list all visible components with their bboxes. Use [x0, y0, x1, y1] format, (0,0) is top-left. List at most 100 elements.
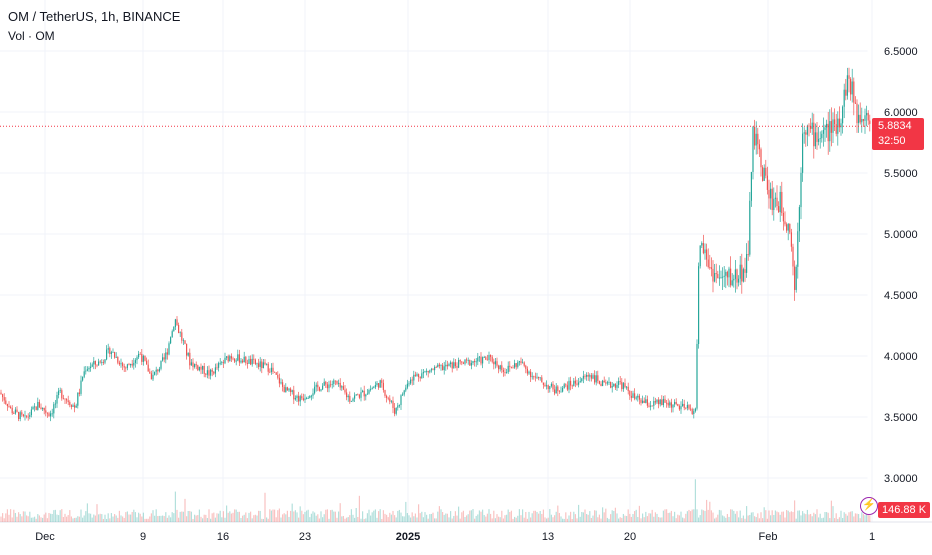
symbol-legend[interactable]: OM / TetherUS, 1h, BINANCE — [8, 9, 181, 24]
candle-body — [443, 366, 445, 371]
candle-body — [645, 399, 647, 403]
candle-body — [251, 358, 253, 365]
candle-body — [99, 361, 101, 363]
volume-bar — [296, 512, 298, 522]
time-axis-tick-label: 9 — [140, 531, 146, 543]
candle-body — [477, 357, 479, 362]
candle-body — [317, 384, 319, 388]
volume-bar — [867, 514, 869, 522]
volume-bar — [285, 514, 287, 522]
candle-body — [581, 378, 583, 382]
volume-bar — [70, 516, 72, 522]
volume-bar — [542, 509, 544, 522]
time-axis-tick-label: 23 — [299, 531, 311, 543]
volume-bar — [384, 513, 386, 522]
volume-bar — [518, 509, 520, 522]
candle-body — [200, 366, 202, 370]
candle-body — [643, 400, 645, 403]
volume-bar — [550, 514, 552, 522]
candle-body — [264, 362, 266, 365]
volume-bar — [147, 518, 149, 522]
candle-body — [176, 319, 178, 326]
volume-bar — [771, 510, 773, 522]
candle-body — [854, 102, 856, 104]
volume-bar — [149, 516, 151, 522]
volume-bar — [35, 518, 37, 522]
candle-body — [808, 125, 810, 127]
volume-bar — [182, 511, 184, 522]
volume-bar — [5, 513, 7, 522]
candle-body — [125, 367, 127, 369]
candle-body — [739, 264, 741, 279]
candle-body — [787, 223, 789, 231]
volume-bar — [163, 516, 165, 522]
candle-body — [397, 405, 399, 408]
candle-body — [525, 365, 527, 369]
candle-body — [430, 369, 432, 371]
volume-bar — [854, 513, 856, 522]
volume-bar — [64, 513, 66, 522]
volume-bar — [392, 510, 394, 522]
candle-body — [555, 386, 557, 394]
candle-body — [547, 385, 549, 390]
volume-bar — [410, 517, 412, 522]
volume-legend[interactable]: Vol · OM — [8, 29, 55, 43]
candle-body — [768, 189, 770, 199]
candle-body — [170, 337, 172, 344]
candle-body — [402, 394, 404, 396]
candle-body — [802, 133, 804, 173]
volume-bar — [795, 518, 797, 522]
candle-body — [46, 412, 48, 414]
volume-bar — [706, 499, 708, 522]
price-axis-tick-label: 3.0000 — [884, 473, 918, 485]
volume-bar — [405, 501, 407, 522]
volume-bar — [632, 514, 634, 522]
volume-bar — [394, 515, 396, 522]
volume-bar — [320, 511, 322, 522]
candle-body — [109, 348, 111, 355]
price-axis-tick-label: 3.5000 — [884, 412, 918, 424]
candle-body — [50, 413, 52, 417]
candle-body — [110, 352, 112, 355]
volume-bar — [11, 517, 13, 522]
volume-bar — [299, 506, 301, 522]
candle-body — [762, 167, 764, 181]
candle-body — [674, 401, 676, 405]
volume-bar — [843, 512, 845, 522]
volume-bar — [158, 515, 160, 522]
candle-body — [336, 381, 338, 384]
candle-body — [824, 127, 826, 130]
candle-body — [48, 413, 50, 417]
volume-bar — [435, 518, 437, 522]
candle-body — [814, 132, 816, 147]
lightning-icon[interactable]: ⚡ — [860, 497, 878, 515]
volume-bar — [382, 510, 384, 522]
volume-bar — [618, 518, 620, 522]
price-axis-tick-label: 5.0000 — [884, 229, 918, 241]
volume-bar — [157, 516, 159, 522]
volume-bar — [693, 509, 695, 522]
candle-body — [32, 407, 34, 410]
volume-bar — [541, 513, 543, 522]
volume-bar — [579, 516, 581, 522]
candle-body — [173, 326, 175, 332]
volume-bar — [53, 510, 55, 522]
candle-body — [258, 363, 260, 367]
candle-body — [629, 391, 631, 396]
candle-body — [30, 409, 32, 416]
candle-body — [587, 374, 589, 377]
volume-bar — [819, 513, 821, 522]
candle-body — [221, 362, 223, 364]
volume-bar — [110, 513, 112, 522]
candle-body — [37, 401, 39, 410]
volume-bar — [224, 517, 226, 522]
volume-bar — [651, 509, 653, 522]
candle-body — [482, 357, 484, 364]
candle-body — [606, 382, 608, 384]
volume-bar — [306, 510, 308, 522]
candle-body — [310, 395, 312, 397]
candle-body — [707, 259, 709, 268]
volume-bar — [539, 510, 541, 522]
